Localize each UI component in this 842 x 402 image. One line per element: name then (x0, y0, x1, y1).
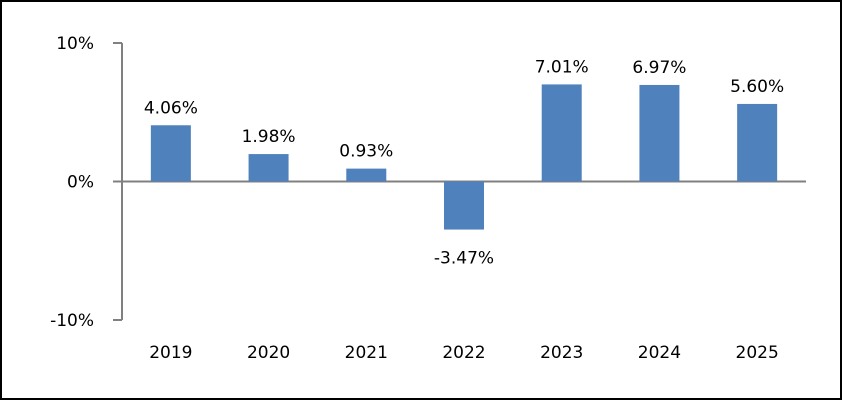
x-tick-label: 2022 (442, 343, 485, 363)
data-label: 7.01% (535, 57, 589, 77)
bar-2025 (737, 103, 778, 182)
y-tick-label: 0% (67, 173, 94, 193)
chart-labels: 10% 0% -10% 2019 4.06% 2020 1.98% 2021 0.93% 2022… (50, 34, 784, 363)
data-label: -3.47% (434, 249, 494, 269)
y-tick-label: -10% (50, 311, 94, 331)
bar-2021 (346, 168, 387, 182)
x-tick-label: 2023 (540, 343, 583, 363)
data-label: 1.98% (242, 127, 296, 147)
x-tick-label: 2024 (638, 343, 681, 363)
data-label: 0.93% (339, 142, 393, 162)
data-label: 4.06% (144, 98, 198, 118)
y-tick-label: 10% (56, 34, 94, 54)
x-tick-label: 2019 (149, 343, 192, 363)
x-tick-label: 2020 (247, 343, 290, 363)
x-tick-label: 2021 (345, 343, 388, 363)
bar-2023 (541, 84, 582, 182)
bar-2024 (639, 84, 680, 182)
bar-2020 (248, 154, 289, 182)
bar-2019 (150, 125, 191, 182)
x-tick-label: 2025 (736, 343, 779, 363)
bar-2022 (444, 181, 484, 230)
chart-bars (150, 84, 778, 230)
data-label: 5.60% (730, 77, 784, 97)
data-label: 6.97% (632, 58, 686, 78)
